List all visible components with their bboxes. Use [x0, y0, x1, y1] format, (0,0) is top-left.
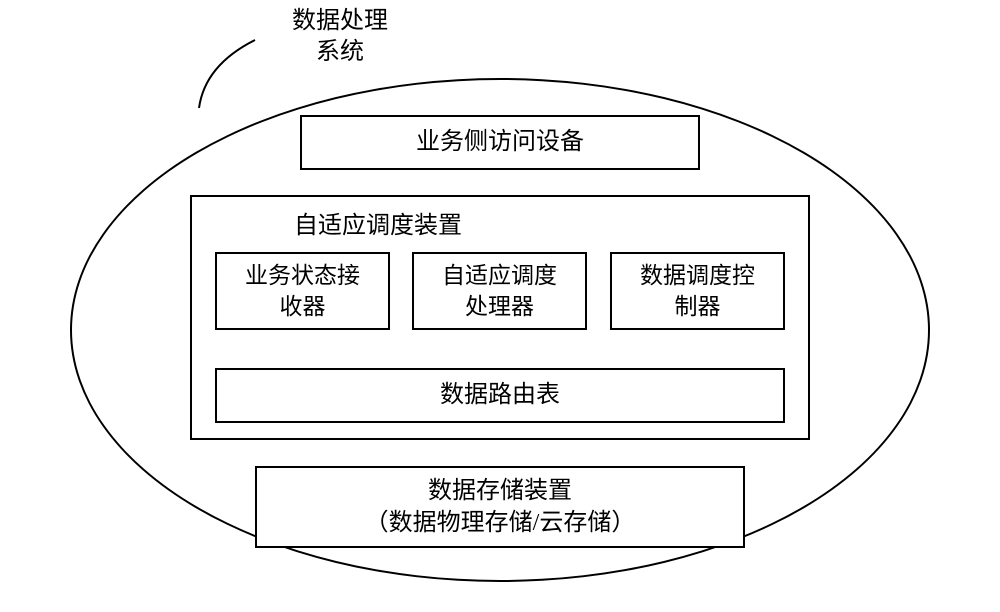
routing-table-box: 数据路由表 — [215, 368, 785, 423]
storage-text: 数据存储装置 （数据物理存储/云存储） — [365, 475, 636, 540]
controller-box: 数据调度控 制器 — [610, 252, 785, 330]
receiver-text: 业务状态接 收器 — [245, 260, 360, 322]
storage-box: 数据存储装置 （数据物理存储/云存储） — [255, 466, 745, 548]
access-device-text: 业务侧访问设备 — [416, 126, 584, 158]
receiver-box: 业务状态接 收器 — [215, 252, 390, 330]
access-device-box: 业务侧访问设备 — [300, 115, 700, 170]
controller-text: 数据调度控 制器 — [640, 260, 755, 322]
processor-box: 自适应调度 处理器 — [412, 252, 587, 330]
routing-table-text: 数据路由表 — [440, 379, 560, 411]
processor-text: 自适应调度 处理器 — [442, 260, 557, 322]
leader-curve — [195, 40, 275, 120]
adaptive-title: 自适应调度装置 — [294, 210, 462, 242]
diagram-canvas: 数据处理 系统 业务侧访问设备 自适应调度装置 业务状态接 收器 自适应调度 处… — [0, 0, 1000, 612]
